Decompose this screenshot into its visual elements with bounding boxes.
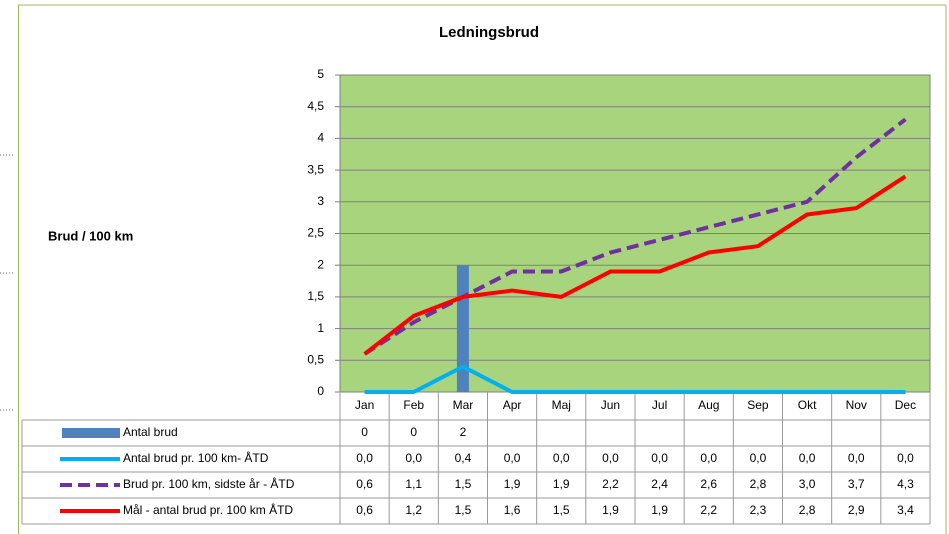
table-value: 2 <box>460 425 467 439</box>
legend-label: Antal brud <box>123 425 178 439</box>
table-value: 0,0 <box>651 451 668 465</box>
table-value: 0,0 <box>848 451 865 465</box>
table-value: 3,7 <box>848 477 865 491</box>
table-value: 1,5 <box>455 477 472 491</box>
table-value: 1,9 <box>651 503 668 517</box>
table-value: 1,9 <box>553 477 570 491</box>
x-tick-label: Jul <box>652 398 667 412</box>
line <box>364 364 906 394</box>
table-value: 0,0 <box>700 451 717 465</box>
table-value: 0,0 <box>750 451 767 465</box>
table-value: 2,2 <box>602 477 619 491</box>
table-value: 2,6 <box>700 477 717 491</box>
x-tick-label: Jan <box>355 398 374 412</box>
table-value: 2,8 <box>750 477 767 491</box>
table-value: 1,2 <box>405 503 422 517</box>
y-axis-label: Brud / 100 km <box>48 228 133 243</box>
y-tick-label: 0,5 <box>307 352 324 366</box>
x-tick-label: Sep <box>747 398 769 412</box>
table-value: 0 <box>361 425 368 439</box>
table-value: 1,1 <box>405 477 422 491</box>
y-tick-label: 0 <box>317 384 324 398</box>
y-tick-label: 2 <box>317 257 324 271</box>
x-tick-label: Aug <box>698 398 719 412</box>
x-tick-label: Nov <box>846 398 867 412</box>
x-tick-label: Apr <box>503 398 522 412</box>
table-value: 0,0 <box>799 451 816 465</box>
table-value: 1,5 <box>455 503 472 517</box>
table-value: 0,0 <box>897 451 914 465</box>
x-tick-label: Dec <box>895 398 916 412</box>
x-tick-label: Mar <box>453 398 474 412</box>
table-value: 3,4 <box>897 503 914 517</box>
legend-key <box>62 428 120 438</box>
table-value: 1,6 <box>504 503 521 517</box>
table-value: 2,2 <box>700 503 717 517</box>
table-value: 2,4 <box>651 477 668 491</box>
table-value: 0,0 <box>602 451 619 465</box>
y-tick-label: 1 <box>317 321 324 335</box>
x-tick-label: Okt <box>798 398 817 412</box>
y-tick-label: 1,5 <box>307 289 324 303</box>
chart-title: Ledningsbrud <box>439 24 539 41</box>
table-value: 2,3 <box>750 503 767 517</box>
table-value: 0,6 <box>356 477 373 491</box>
y-tick-label: 3,5 <box>307 162 324 176</box>
line <box>363 174 907 356</box>
table-value: 0,0 <box>405 451 422 465</box>
table-value: 4,3 <box>897 477 914 491</box>
y-tick-label: 4 <box>317 131 324 145</box>
table-value: 2,9 <box>848 503 865 517</box>
table-value: 0,0 <box>504 451 521 465</box>
line <box>363 117 907 356</box>
table-value: 1,9 <box>504 477 521 491</box>
legend-label: Mål - antal brud pr. 100 km ÅTD <box>123 502 293 517</box>
table-value: 3,0 <box>799 477 816 491</box>
legend-label: Antal brud pr. 100 km- ÅTD <box>123 450 269 465</box>
table-value: 0,0 <box>553 451 570 465</box>
x-tick-label: Jun <box>601 398 620 412</box>
table-value: 1,9 <box>602 503 619 517</box>
y-tick-label: 2,5 <box>307 226 324 240</box>
table-value: 2,8 <box>799 503 816 517</box>
x-tick-label: Maj <box>552 398 571 412</box>
table-value: 0,6 <box>356 503 373 517</box>
table-value: 0,4 <box>455 451 472 465</box>
x-tick-label: Feb <box>403 398 424 412</box>
y-tick-label: 5 <box>317 67 324 81</box>
y-tick-label: 3 <box>317 194 324 208</box>
table-value: 0 <box>410 425 417 439</box>
y-tick-label: 4,5 <box>307 99 324 113</box>
table-value: 0,0 <box>356 451 373 465</box>
bar <box>456 265 469 392</box>
legend-label: Brud pr. 100 km, sidste år - ÅTD <box>123 476 295 491</box>
table-value: 1,5 <box>553 503 570 517</box>
